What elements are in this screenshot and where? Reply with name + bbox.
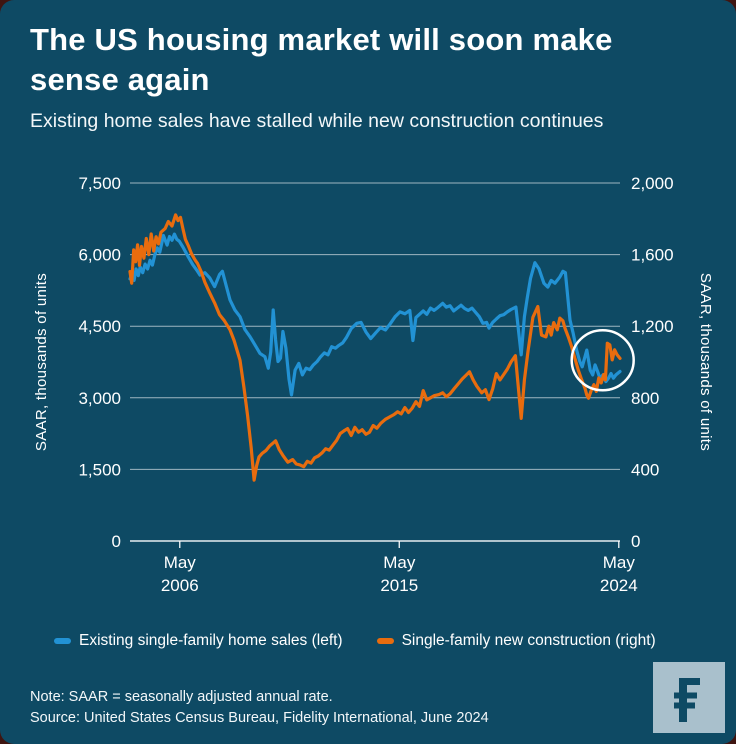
series-existing-home-sales [128, 232, 622, 397]
y-axis-right-tick-label: 400 [631, 460, 659, 479]
y-axis-left-tick-label: 7,500 [78, 174, 121, 193]
y-axis-left-tick-label: 6,000 [78, 246, 121, 265]
title-line-1: The US housing market will soon make [30, 22, 613, 57]
new-construction-swatch-icon [376, 638, 394, 644]
fidelity-logo [653, 662, 725, 733]
footnote-block: Note: SAAR = seasonally adjusted annual … [30, 687, 489, 729]
y-axis-right-tick-label: 0 [631, 532, 640, 551]
x-axis-tick-label-month: May [164, 553, 197, 572]
title-line-2: sense again [30, 62, 210, 97]
legend-item-existing-home-sales: Existing single-family home sales (left) [54, 632, 343, 650]
source-text: Source: United States Census Bureau, Fid… [30, 710, 489, 726]
y-axis-left-tick-label: 0 [112, 532, 121, 551]
y-axis-right-tick-label: 1,200 [631, 317, 674, 336]
x-axis-tick-label-year: 2024 [600, 576, 638, 595]
y-axis-right-tick-label: 800 [631, 389, 659, 408]
chart-legend: Existing single-family home sales (left)… [54, 632, 656, 650]
existing-home-sales-swatch-icon [54, 638, 71, 644]
legend-item-new-construction: Single-family new construction (right) [376, 632, 656, 650]
legend-label: Existing single-family home sales (left) [79, 632, 343, 649]
series-new-construction [128, 213, 622, 482]
highlight-circle-annotation [570, 328, 635, 392]
x-axis-tick-label-month: May [383, 553, 416, 572]
chart-subtitle: Existing home sales have stalled while n… [30, 110, 604, 132]
fidelity-f-icon [653, 662, 725, 733]
note-text: Note: SAAR = seasonally adjusted annual … [30, 689, 333, 705]
legend-label: Single-family new construction (right) [401, 632, 656, 649]
y-axis-left-tick-label: 4,500 [78, 317, 121, 336]
x-axis-tick-label-year: 2015 [380, 576, 418, 595]
y-axis-right-title: SAAR, thousands of units [697, 273, 714, 451]
y-axis-left-title: SAAR, thousands of units [33, 273, 50, 451]
y-axis-left-tick-label: 3,000 [78, 389, 121, 408]
page-title: The US housing market will soon make sen… [30, 20, 613, 100]
x-axis-tick-label-month: May [603, 553, 636, 572]
x-axis-tick-label-year: 2006 [161, 576, 199, 595]
y-axis-right-tick-label: 1,600 [631, 246, 674, 265]
y-axis-right-tick-label: 2,000 [631, 174, 674, 193]
y-axis-left-tick-label: 1,500 [78, 460, 121, 479]
